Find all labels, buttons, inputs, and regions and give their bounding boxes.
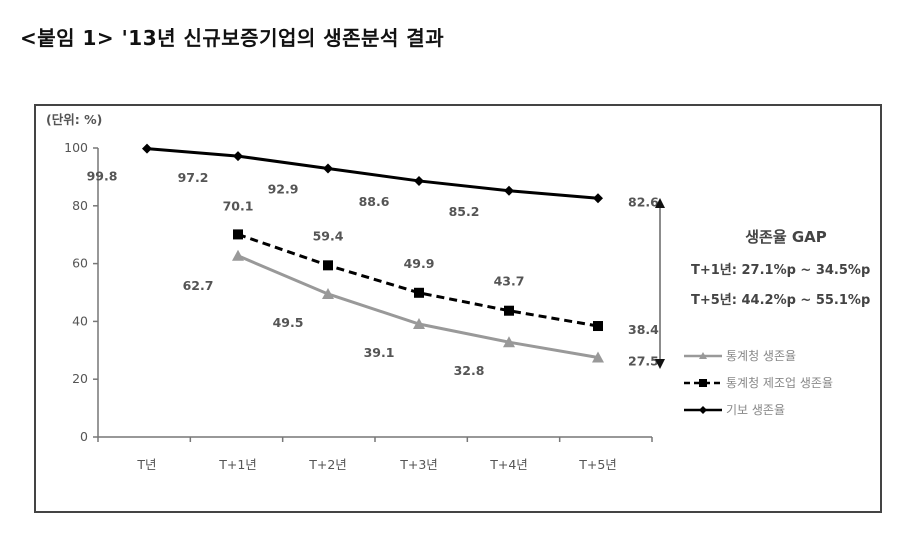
y-tick-label: 100 bbox=[64, 140, 88, 155]
data-label: 85.2 bbox=[449, 204, 480, 219]
x-tick-label: T+3년 bbox=[399, 457, 438, 472]
square-marker bbox=[593, 321, 603, 332]
triangle-marker bbox=[592, 351, 604, 363]
diamond-marker bbox=[323, 163, 333, 174]
data-label: 32.8 bbox=[454, 363, 485, 378]
triangle-marker bbox=[232, 249, 244, 261]
diamond-marker bbox=[142, 143, 152, 154]
data-label: 88.6 bbox=[359, 194, 390, 209]
data-label: 43.7 bbox=[494, 274, 525, 289]
legend-label: 통계청 생존율 bbox=[726, 349, 796, 363]
data-label: 70.1 bbox=[223, 198, 254, 213]
chart-frame bbox=[34, 104, 882, 513]
data-label: 82.6 bbox=[628, 194, 659, 209]
data-label: 92.9 bbox=[268, 182, 299, 197]
series-line-2 bbox=[146, 147, 599, 200]
series-line-0 bbox=[237, 254, 599, 360]
x-tick-label: T+5년 bbox=[578, 457, 617, 472]
y-tick-label: 80 bbox=[72, 198, 88, 213]
square-marker bbox=[323, 260, 333, 271]
diamond-marker bbox=[593, 193, 603, 204]
data-label: 27.5 bbox=[628, 354, 659, 369]
legend-label: 기보 생존율 bbox=[726, 403, 785, 417]
y-tick-label: 0 bbox=[80, 429, 88, 444]
series-line-1 bbox=[237, 232, 599, 328]
data-label: 99.8 bbox=[87, 169, 118, 184]
page-title: <붙임 1> '13년 신규보증기업의 생존분석 결과 bbox=[20, 26, 445, 50]
diamond-marker bbox=[414, 175, 424, 186]
x-tick-label: T+2년 bbox=[308, 457, 347, 472]
gap-line-t5: T+5년: 44.2%p ~ 55.1%p bbox=[691, 293, 870, 308]
data-label: 97.2 bbox=[178, 170, 209, 185]
data-label: 59.4 bbox=[313, 228, 344, 243]
diamond-marker bbox=[233, 151, 243, 162]
triangle-marker bbox=[503, 336, 515, 348]
gap-title: 생존율 GAP bbox=[745, 228, 827, 246]
square-marker bbox=[233, 229, 243, 240]
data-label: 49.5 bbox=[273, 315, 304, 330]
data-label: 62.7 bbox=[183, 278, 214, 293]
y-tick-label: 60 bbox=[72, 256, 88, 271]
legend-label: 통계청 제조업 생존율 bbox=[726, 376, 833, 390]
y-tick-label: 20 bbox=[72, 371, 88, 386]
square-marker bbox=[414, 287, 424, 298]
x-tick-label: T년 bbox=[136, 457, 156, 472]
data-label: 39.1 bbox=[364, 345, 395, 360]
legend-triangle-icon bbox=[699, 352, 707, 359]
diamond-marker bbox=[504, 185, 514, 196]
unit-label: (단위: %) bbox=[46, 112, 102, 127]
triangle-marker bbox=[413, 318, 425, 330]
y-tick-label: 40 bbox=[72, 313, 88, 328]
x-tick-label: T+1년 bbox=[218, 457, 257, 472]
data-label: 49.9 bbox=[404, 256, 435, 271]
square-marker bbox=[504, 305, 514, 316]
x-tick-label: T+4년 bbox=[489, 457, 528, 472]
legend-square-icon bbox=[699, 379, 707, 387]
legend-diamond-icon bbox=[699, 406, 707, 414]
arrow-down-icon bbox=[655, 359, 665, 369]
arrow-up-icon bbox=[655, 198, 665, 208]
data-label: 38.4 bbox=[628, 322, 659, 337]
gap-line-t1: T+1년: 27.1%p ~ 34.5%p bbox=[691, 263, 870, 278]
triangle-marker bbox=[322, 287, 334, 299]
